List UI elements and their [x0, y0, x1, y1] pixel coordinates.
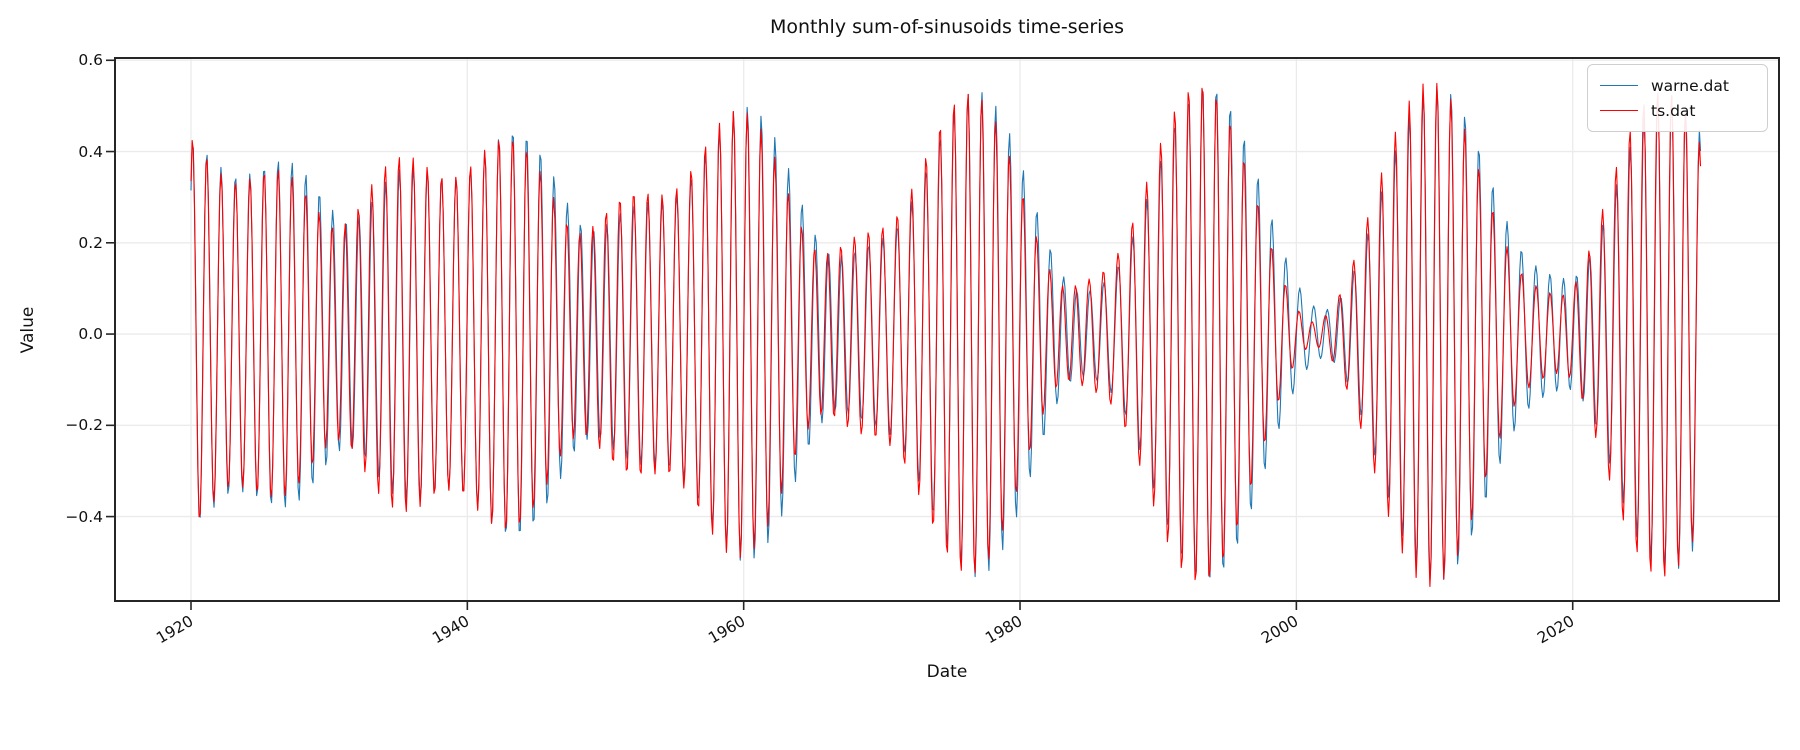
legend-line-sample-warne	[1600, 85, 1638, 86]
x-axis-label: Date	[926, 662, 968, 682]
legend-label-warne: warne.dat	[1651, 76, 1729, 95]
legend: warne.dat ts.dat	[1587, 64, 1768, 132]
y-tick-label: 0.6	[78, 51, 103, 70]
series-line-ts-dat	[190, 82, 1702, 588]
legend-line-sample-ts	[1600, 110, 1638, 111]
legend-label-ts: ts.dat	[1651, 101, 1696, 120]
y-tick-label: −0.2	[65, 416, 103, 435]
legend-entry-ts: ts.dat	[1600, 102, 1757, 120]
y-tick-label: −0.4	[65, 507, 103, 526]
y-tick-label: 0.0	[78, 325, 103, 344]
y-tick-label: 0.2	[78, 233, 103, 252]
legend-entry-warne: warne.dat	[1600, 77, 1757, 95]
axes-spines	[114, 57, 1780, 602]
chart-title: Monthly sum-of-sinusoids time-series	[769, 16, 1124, 38]
y-tick-label: 0.4	[78, 142, 103, 161]
